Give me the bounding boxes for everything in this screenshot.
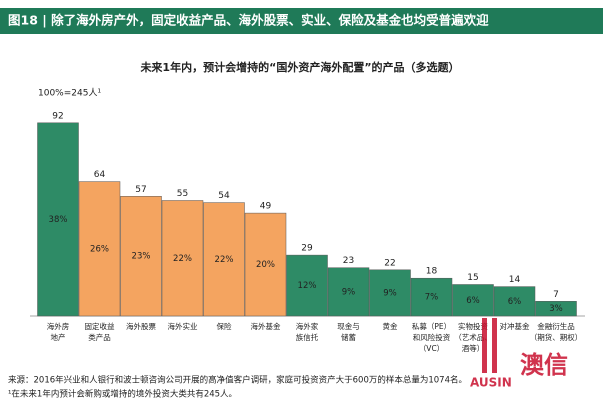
base-label: 100%=245人¹ [38,88,101,99]
logo-latin: AUSIN [470,376,512,390]
percent-label: 22% [215,255,234,265]
source: 来源：2016年兴业和人银行和波士顿咨询公司开展的高净值客户调研，家庭可投资资产… [8,375,467,386]
percent-label: 7% [425,293,439,303]
x-tick-label: 海外家 [296,321,319,331]
percent-label: 22% [173,254,192,264]
logo-chinese: 澳信 [520,351,568,379]
x-tick-label: 对冲基金 [500,321,530,331]
bar [535,301,577,317]
x-tick-label: 族信托 [296,332,319,342]
x-tick-label: 黄金 [383,321,398,331]
value-label: 92 [52,111,63,121]
bar [327,267,370,317]
percent-label: 38% [49,215,68,225]
logo-mark [492,318,497,373]
value-label: 14 [509,275,521,285]
x-tick-label: 类产品 [88,332,111,342]
bar [244,212,287,317]
x-tick-label: 和风险投资 [413,332,451,342]
chart-title: 未来1年内，预计会增持的“国外资产海外配置”的产品（多选题） [139,60,459,74]
x-tick-label: 私募（PE） [412,321,451,331]
percent-label: 3% [549,304,563,314]
x-tick-label: 地产 [51,332,66,342]
percent-label: 12% [298,281,317,291]
bar [120,196,162,317]
value-label: 18 [426,267,438,277]
bar [161,200,204,317]
value-label: 15 [467,273,478,283]
x-tick-label: 实物投资 [458,321,488,331]
percent-label: 23% [132,252,151,262]
percent-label: 6% [466,296,480,306]
header-bar [0,8,603,34]
value-label: 23 [343,256,354,266]
bar [37,122,79,317]
value-label: 55 [177,189,188,199]
bar [203,202,245,317]
percent-label: 9% [383,288,397,298]
percent-label: 20% [256,260,275,270]
bar [369,269,411,317]
header-title: 图18 | 除了海外房产外，固定收益产品、海外股票、实业、保险及基金也均受普遍欢… [8,13,489,28]
x-tick-label: （VC） [419,344,444,353]
x-tick-label: 现金与 [337,321,360,331]
x-tick-label: 海外房 [47,321,70,331]
logo-mark [482,318,487,373]
value-label: 29 [301,244,313,254]
footnote: ¹在未来1年内预计会新购或增持的境外投资大类共有245人。 [8,389,237,400]
x-tick-label: 储蓄 [341,332,356,342]
bar [493,286,536,317]
x-tick-label: （期货、期权） [530,332,583,342]
bar [410,277,453,317]
value-label: 22 [384,258,395,268]
bar [78,181,121,317]
x-tick-label: 固定收益 [85,321,115,331]
value-label: 7 [553,290,559,300]
logo: AUSIN 澳信 [470,318,568,390]
value-label: 64 [94,170,106,180]
x-tick-label: 海外实业 [168,321,198,331]
value-label: 54 [218,191,230,201]
percent-label: 6% [508,297,522,307]
value-label: 49 [260,202,272,212]
x-tick-label: 金融衍生品 [537,321,575,331]
x-tick-label: 酒等） [462,343,485,353]
percent-label: 26% [90,244,109,254]
bar [286,254,328,317]
bar [452,284,494,317]
value-label: 57 [135,185,146,195]
x-tick-label: （艺术品、 [454,332,492,342]
x-tick-label: 保险 [217,321,232,331]
x-tick-label: 海外基金 [251,321,281,331]
x-tick-label: 海外股票 [126,321,156,331]
percent-label: 9% [342,287,356,297]
